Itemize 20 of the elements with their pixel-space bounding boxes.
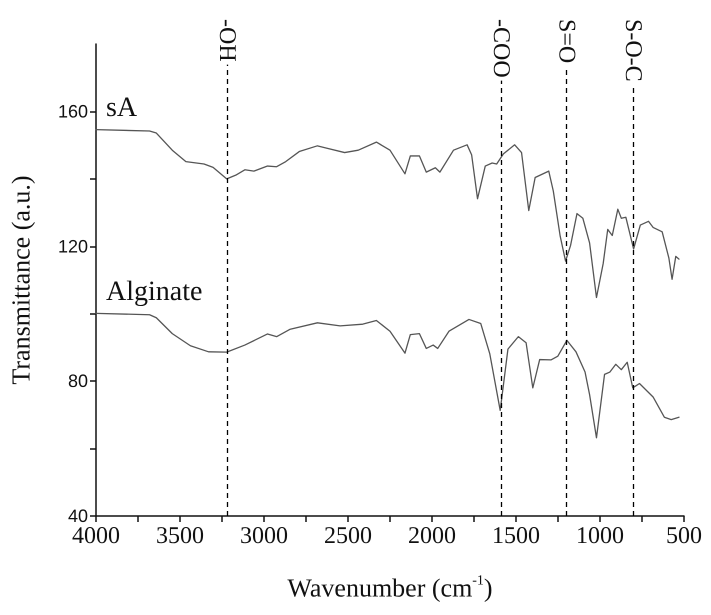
- ref-line-label: S-O-C: [620, 19, 646, 82]
- y-axis-title: Transmittance (a.u.): [6, 175, 36, 385]
- series-label: sA: [106, 92, 138, 124]
- x-tick-label: 4000: [72, 523, 120, 549]
- x-tick-label: 500: [666, 523, 702, 549]
- x-tick-label: 3000: [240, 523, 288, 549]
- x-tick-label: 2000: [408, 523, 456, 549]
- series-label: Alginate: [106, 276, 202, 307]
- line-series: [95, 312, 680, 438]
- ref-line-label: S=O: [553, 19, 580, 64]
- y-tick-label: 40: [68, 506, 88, 526]
- ref-line-label: -COO: [488, 19, 514, 78]
- ref-line-label: -OH: [214, 19, 240, 62]
- y-tick-label: 120: [58, 236, 88, 256]
- y-tick-label: 160: [58, 101, 88, 122]
- y-tick-label: 80: [68, 371, 88, 392]
- x-tick-label: 1000: [576, 523, 624, 549]
- x-tick-label: 1500: [492, 523, 540, 549]
- x-tick-label: 3500: [156, 523, 204, 549]
- x-tick-label: 2500: [324, 523, 372, 549]
